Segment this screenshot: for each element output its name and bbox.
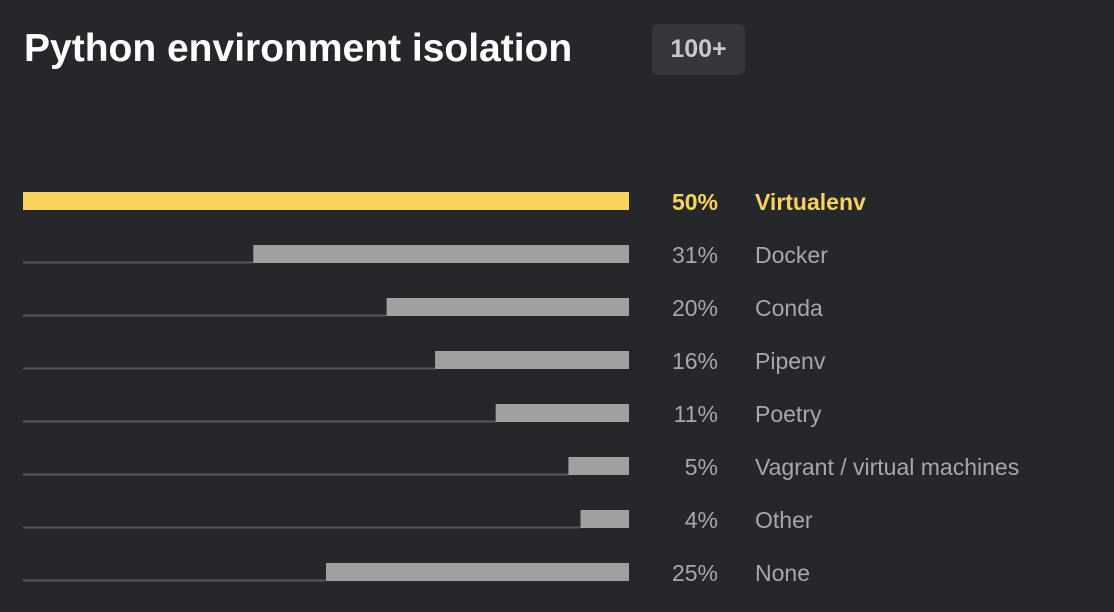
category-label-docker: Docker (755, 242, 828, 268)
bar-row-virtualenv: 50% Virtualenv (23, 189, 866, 215)
category-label-other: Other (755, 507, 813, 533)
value-label-docker: 31% (672, 242, 718, 268)
respondent-count-badge: 100+ (652, 24, 745, 75)
bar-conda (386, 298, 629, 316)
value-label-pipenv: 16% (672, 348, 718, 374)
category-label-virtualenv: Virtualenv (755, 189, 866, 215)
category-label-pipenv: Pipenv (755, 348, 826, 374)
chart-title: Python environment isolation (24, 27, 573, 70)
category-label-conda: Conda (755, 295, 823, 321)
value-label-vagrant-virtual-machines: 5% (685, 454, 718, 480)
value-label-poetry: 11% (674, 401, 718, 427)
bar-docker (253, 245, 629, 263)
category-label-vagrant-virtual-machines: Vagrant / virtual machines (755, 454, 1019, 480)
category-label-poetry: Poetry (755, 401, 822, 427)
bar-virtualenv (23, 192, 629, 210)
value-label-other: 4% (685, 507, 718, 533)
bar-row-pipenv: 16% Pipenv (23, 348, 826, 374)
value-label-conda: 20% (672, 295, 718, 321)
bar-none (326, 563, 629, 581)
value-label-virtualenv: 50% (672, 189, 718, 215)
bar-row-docker: 31% Docker (23, 242, 828, 268)
bar-other (580, 510, 629, 528)
bar-row-poetry: 11% Poetry (23, 401, 822, 427)
bar-row-conda: 20% Conda (23, 295, 823, 321)
bar-pipenv (435, 351, 629, 369)
bar-row-vagrant-virtual-machines: 5% Vagrant / virtual machines (23, 454, 1019, 480)
category-label-none: None (755, 560, 810, 586)
value-label-none: 25% (672, 560, 718, 586)
bar-poetry (495, 404, 629, 422)
bar-vagrant-virtual-machines (568, 457, 629, 475)
bar-row-other: 4% Other (23, 507, 813, 533)
bar-row-none: 25% None (23, 560, 810, 586)
